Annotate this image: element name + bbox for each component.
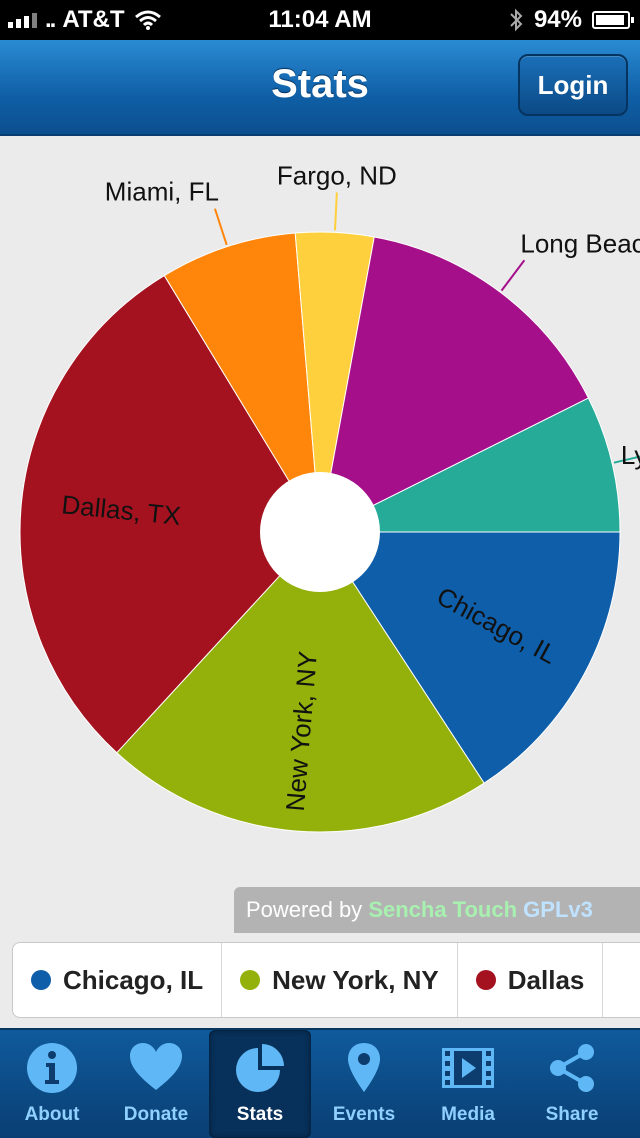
legend-dot	[475, 970, 496, 990]
legend-label: Dallas	[507, 964, 585, 995]
page-title: Stats	[271, 62, 369, 106]
share-icon	[550, 1044, 594, 1092]
clock: 11:04 AM	[268, 6, 372, 33]
sencha-touch-link[interactable]: Sencha Touch	[368, 897, 518, 922]
tab-label: Stats	[236, 1104, 284, 1125]
slice-label: Long Beach, NY	[520, 228, 640, 258]
film-icon	[442, 1048, 494, 1088]
slice-label-leader	[613, 455, 640, 464]
legend-label: Chicago, IL	[63, 964, 204, 995]
battery-percent: 94%	[533, 6, 582, 33]
carrier-group: .. AT&T	[8, 6, 163, 34]
tab-label: Events	[332, 1104, 396, 1125]
tab-events[interactable]: Events	[313, 1030, 415, 1138]
location-pin-icon	[348, 1043, 380, 1092]
signal-strength-icon	[8, 12, 37, 28]
info-icon	[27, 1043, 77, 1093]
slice-label-leader	[500, 259, 526, 292]
legend-label: New York, NY	[272, 964, 439, 995]
pie-slice-dallas-tx[interactable]	[19, 274, 321, 754]
tab-label: Share	[545, 1104, 599, 1125]
legend-item-chicago[interactable]: Chicago, IL	[13, 943, 223, 1017]
tab-share[interactable]: Share	[521, 1030, 623, 1138]
status-bar: .. AT&T 11:04 AM 94%	[0, 0, 640, 40]
wifi-icon	[134, 10, 161, 30]
slice-label-leader	[213, 208, 228, 246]
slice-label-leader	[333, 192, 338, 231]
donut-hole	[260, 472, 380, 592]
slice-label: Miami, FL	[105, 177, 219, 207]
stats-chart: Chicago, IL New York, NY Dallas, TX Miami, …	[0, 136, 640, 886]
battery-icon	[592, 11, 634, 29]
legend-item-dallas[interactable]: Dallas	[458, 943, 604, 1017]
pie-chart-icon	[236, 1044, 284, 1092]
slice-label: Fargo, ND	[277, 160, 397, 190]
signal-dots-icon: ..	[45, 6, 56, 33]
pie-slice-new-york-ny[interactable]	[116, 531, 485, 833]
pie-slice-chicago-il[interactable]	[319, 531, 621, 784]
status-right-group: 94%	[508, 6, 634, 34]
pie-slice-long-beach-ny[interactable]	[319, 236, 590, 533]
tab-bar: About Donate Stats Events Media	[0, 1028, 640, 1138]
pie-slice-miami-fl[interactable]	[163, 232, 321, 533]
heart-icon	[130, 1043, 182, 1090]
powered-by-banner: Powered by Sencha Touch GPLv3	[234, 887, 640, 933]
tab-label: About	[24, 1104, 80, 1125]
bluetooth-icon	[510, 8, 523, 32]
tab-label: Donate	[123, 1104, 189, 1125]
tab-about[interactable]: About	[1, 1030, 103, 1138]
tab-stats[interactable]: Stats	[209, 1030, 311, 1138]
slice-label: Lyn	[621, 440, 640, 470]
pie-slice-lyn[interactable]	[319, 397, 621, 533]
powered-by-text: Powered by	[246, 897, 363, 922]
login-button[interactable]: Login	[518, 54, 628, 116]
title-bar: Stats Login	[0, 40, 640, 136]
tab-media[interactable]: Media	[417, 1030, 519, 1138]
carrier-name: AT&T	[62, 6, 125, 33]
gplv3-link[interactable]: GPLv3	[523, 897, 593, 922]
legend-item-new-york[interactable]: New York, NY	[222, 943, 458, 1017]
legend-dot	[31, 970, 51, 990]
tab-donate[interactable]: Donate	[105, 1030, 207, 1138]
chart-legend: Chicago, IL New York, NY Dallas	[12, 942, 640, 1018]
tab-label: Media	[441, 1104, 495, 1125]
legend-dot	[240, 970, 261, 990]
